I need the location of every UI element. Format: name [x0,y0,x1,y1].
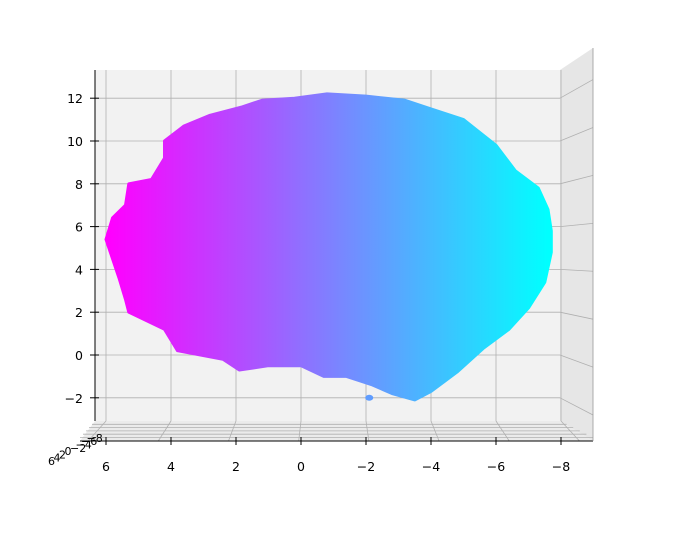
point-cluster [365,394,374,401]
z-tick-label: 4 [75,262,83,277]
point-cloud-blob [104,92,553,402]
right-pane-gridline [559,311,594,320]
depth-tick-label: 6 [48,455,55,468]
z-tick-label: −2 [65,391,83,406]
x-tick-label: −6 [487,459,505,474]
depth-tick-label: 0 [65,445,72,458]
x-tick-label: −8 [552,459,570,474]
right-pane-gridline [559,79,594,99]
right-pane-gridline [559,397,594,416]
depth-tick-label: −4 [76,439,92,452]
x-tick-label: 6 [102,459,110,474]
z-tick-label: 12 [67,91,83,106]
right-pane-gridline [559,175,594,185]
x-tick-label: 0 [297,459,305,474]
z-tick-label: 10 [67,134,83,149]
point-cloud [104,92,553,402]
z-tick-label: 6 [75,220,83,235]
right-pane-gridline [559,127,594,142]
z-tick-label: 2 [75,305,83,320]
depth-tick-label: −6 [81,435,97,448]
depth-tick-label: −2 [70,442,86,455]
x-tick-label: −2 [357,459,375,474]
depth-tick-label: −8 [87,432,103,445]
x-tick-label: 2 [232,459,240,474]
z-tick-label: 8 [75,177,83,192]
right-pane-gridline [559,354,594,368]
axis-lines [80,48,594,445]
right-pane-gridline [559,269,594,272]
z-tick-label: 0 [75,348,83,363]
depth-tick-label: 4 [54,452,61,465]
depth-tick-label: 2 [59,448,66,461]
x-tick-label: 4 [167,459,175,474]
x-tick-label: −4 [422,459,440,474]
right-pane [560,48,593,441]
right-pane-gridline [559,222,594,227]
